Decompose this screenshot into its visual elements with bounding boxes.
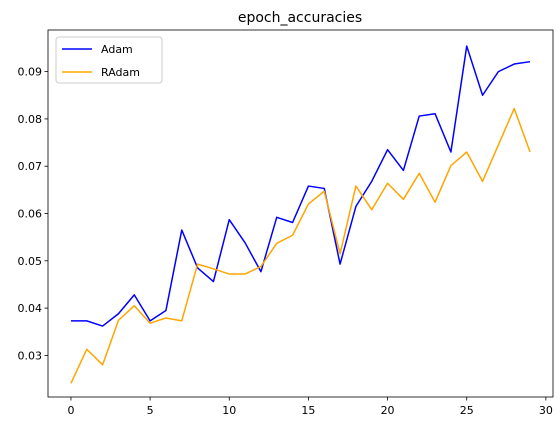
y-tick-label: 0.05 bbox=[18, 255, 43, 268]
chart-title: epoch_accuracies bbox=[238, 10, 362, 26]
series-line-radam bbox=[70, 107, 531, 384]
y-tick-label: 0.04 bbox=[18, 302, 43, 315]
y-tick-label: 0.09 bbox=[18, 66, 43, 79]
y-tick-label: 0.08 bbox=[18, 113, 43, 126]
y-tick-label: 0.03 bbox=[18, 349, 43, 362]
x-tick-label: 10 bbox=[222, 404, 236, 417]
legend: Adam RAdam bbox=[55, 36, 163, 84]
legend-label-radam: RAdam bbox=[101, 66, 140, 79]
x-tick-label: 15 bbox=[301, 404, 315, 417]
x-tick-label: 0 bbox=[67, 404, 74, 417]
y-tick-label: 0.06 bbox=[18, 208, 43, 221]
x-tick-label: 30 bbox=[539, 404, 553, 417]
series-line-adam bbox=[70, 45, 531, 327]
legend-label-adam: Adam bbox=[101, 43, 133, 56]
x-tick-label: 20 bbox=[381, 404, 395, 417]
x-tick-label: 5 bbox=[147, 404, 154, 417]
y-tick-label: 0.07 bbox=[18, 160, 43, 173]
plot-frame bbox=[47, 29, 554, 398]
x-tick-label: 25 bbox=[460, 404, 474, 417]
